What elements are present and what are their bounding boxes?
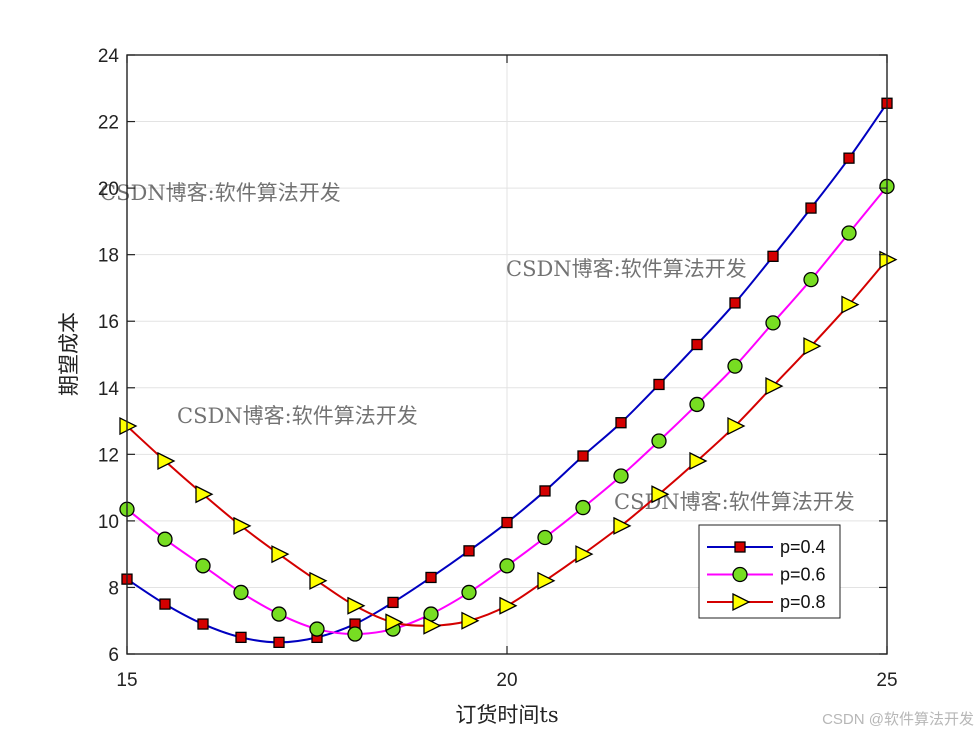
data-point [385, 613, 404, 632]
data-point [271, 606, 287, 622]
data-point [653, 378, 665, 391]
data-point [309, 621, 325, 637]
data-point [157, 531, 173, 547]
data-point [765, 315, 781, 331]
legend-marker [734, 541, 746, 553]
y-tick-label: 12 [98, 445, 119, 466]
data-point [423, 616, 442, 635]
data-point [879, 250, 898, 269]
data-point [195, 485, 214, 504]
series-p=0.4 [121, 97, 893, 649]
watermark-1: CSDN博客:软件算法开发 [100, 181, 341, 205]
y-tick-label: 16 [98, 312, 119, 333]
y-tick-label: 8 [108, 578, 119, 599]
data-point [195, 558, 211, 574]
grid [127, 55, 887, 654]
x-axis-label: 订货时间ts [455, 703, 558, 727]
y-tick-label: 6 [108, 645, 119, 666]
data-point [537, 571, 556, 590]
data-point [803, 337, 822, 356]
y-tick-label: 10 [98, 512, 119, 533]
watermark-layer: CSDN博客:软件算法开发 CSDN博客:软件算法开发 CSDN博客:软件算法开… [100, 181, 855, 514]
data-point [689, 396, 705, 413]
x-tick-label: 25 [876, 670, 897, 691]
legend-label: p=0.6 [780, 565, 826, 585]
series-layer [119, 97, 898, 649]
y-tick-label: 20 [98, 179, 119, 200]
data-point [235, 631, 247, 644]
data-point [461, 584, 477, 601]
data-point [575, 545, 594, 564]
data-point [613, 468, 629, 484]
x-tick-label: 20 [496, 670, 517, 691]
data-point [119, 416, 138, 436]
x-tick-label: 15 [116, 670, 137, 691]
data-point [463, 545, 475, 557]
y-tick-label: 14 [98, 379, 120, 400]
data-point [197, 618, 209, 630]
legend: p=0.4 p=0.6 p=0.8 [698, 524, 841, 619]
legend-entry: p=0.4 [707, 537, 826, 557]
legend-entry: p=0.6 [707, 565, 826, 585]
data-point [843, 152, 855, 164]
ticks [126, 54, 888, 655]
y-tick-label: 24 [98, 46, 120, 67]
data-point [691, 338, 703, 351]
data-point [273, 636, 285, 649]
legend-marker [732, 566, 748, 583]
data-point [159, 598, 171, 610]
legend-marker [732, 592, 751, 612]
y-tick-label: 18 [98, 246, 119, 267]
data-point [271, 545, 290, 564]
tick-labels: 6 8 10 12 14 16 18 20 22 24 15 20 25 [98, 46, 898, 691]
data-point [387, 596, 399, 609]
data-point [499, 596, 518, 615]
data-point [765, 377, 784, 396]
y-tick-label: 22 [98, 113, 119, 134]
series-p=0.8 [119, 250, 898, 635]
data-point [309, 571, 328, 590]
credit-watermark: CSDN @软件算法开发 [822, 710, 974, 728]
data-point [727, 358, 743, 374]
data-point [347, 596, 366, 615]
data-point [613, 516, 632, 535]
watermark-2: CSDN博客:软件算法开发 [506, 257, 747, 281]
data-point [499, 558, 515, 574]
data-point [651, 433, 667, 449]
legend-entry: p=0.8 [707, 592, 826, 612]
data-point [537, 529, 553, 546]
data-point [347, 626, 363, 642]
data-point [767, 250, 779, 262]
series-p=0.6 [119, 178, 895, 642]
data-point [689, 451, 708, 471]
data-point [805, 202, 817, 214]
data-point [615, 417, 627, 429]
data-point [841, 295, 860, 314]
data-point [233, 516, 252, 535]
data-point [233, 584, 249, 601]
data-point [729, 297, 741, 309]
data-point [577, 450, 589, 462]
data-point [461, 611, 480, 630]
y-axis-label: 期望成本 [57, 312, 81, 396]
data-point [425, 571, 437, 584]
watermark-3: CSDN博客:软件算法开发 [177, 404, 418, 428]
data-point [803, 271, 819, 288]
data-point [727, 416, 746, 436]
legend-label: p=0.8 [780, 592, 826, 612]
data-point [539, 485, 551, 497]
legend-label: p=0.4 [780, 537, 826, 557]
data-point [575, 499, 591, 516]
data-point [651, 485, 670, 504]
data-point [501, 516, 513, 529]
data-point [841, 225, 857, 241]
data-point [157, 451, 176, 471]
